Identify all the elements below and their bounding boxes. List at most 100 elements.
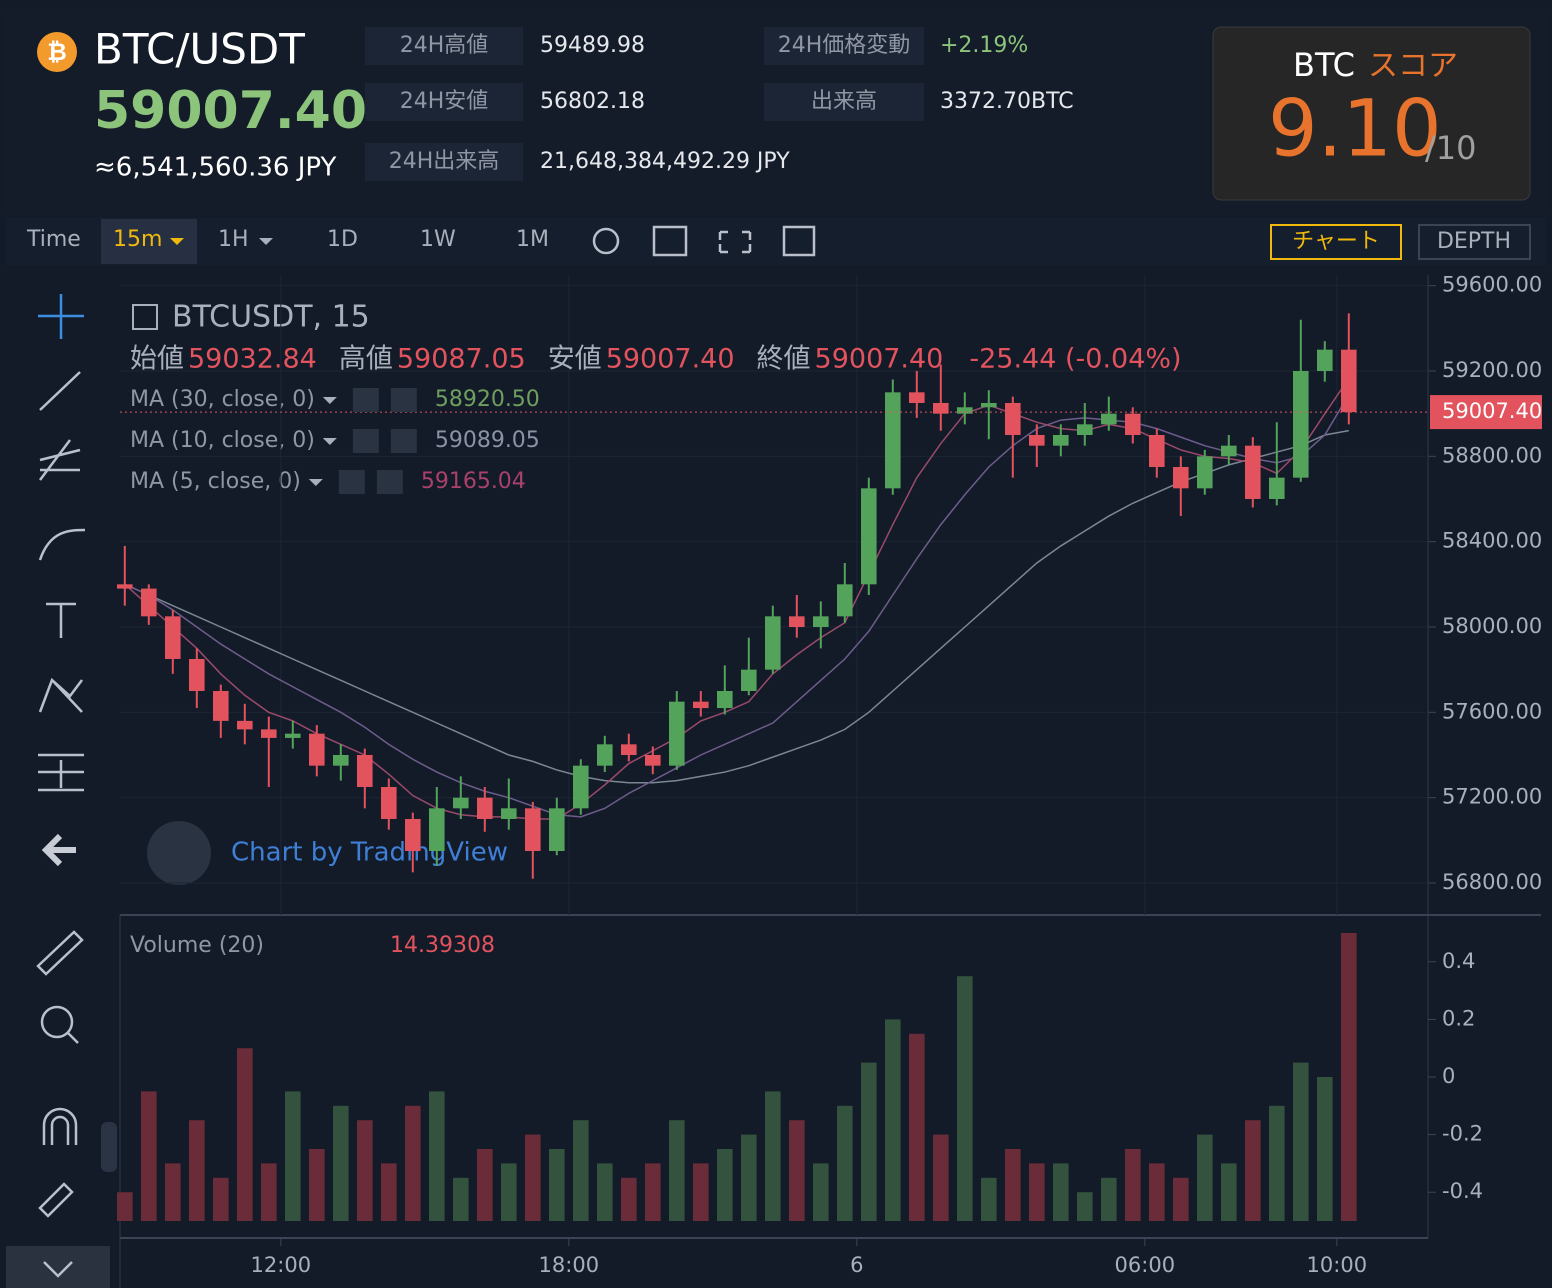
collapse-legend[interactable] [132, 304, 158, 330]
ma-remove[interactable] [390, 388, 417, 412]
candle-body [573, 765, 589, 809]
interval[interactable]: 1H [218, 227, 249, 252]
ruler-tool[interactable] [36, 930, 84, 976]
volume-bar [981, 1177, 997, 1221]
stat-value: 56802.18 [540, 89, 645, 114]
magnet-tool[interactable] [42, 1107, 78, 1145]
candle-body [117, 584, 133, 589]
volume-bar [237, 1048, 253, 1221]
candle-body [693, 701, 709, 709]
toolbar-time: Time [26, 227, 81, 252]
volume-bar [501, 1163, 517, 1221]
volume-bar [549, 1149, 565, 1221]
volume-bar [477, 1149, 493, 1221]
volume-value: 14.39308 [390, 933, 495, 958]
candle-body [741, 669, 757, 691]
y-tick-label: 58400.00 [1442, 529, 1542, 553]
candle-body [1077, 424, 1093, 435]
caret [308, 479, 323, 486]
line-tool[interactable] [39, 371, 81, 411]
y-tick-label: 0.4 [1442, 949, 1475, 973]
y-tick-label: 59600.00 [1442, 273, 1542, 297]
volume-bar [861, 1062, 877, 1221]
ma-name: MA (5, close, 0) [130, 469, 301, 494]
ma-value: 59089.05 [435, 428, 540, 453]
interval[interactable]: 1W [420, 227, 456, 252]
interval[interactable]: 1M [516, 227, 549, 252]
volume-bar [669, 1120, 685, 1221]
ma-remove[interactable] [390, 429, 417, 453]
measure-tool[interactable] [38, 753, 84, 792]
candle-body [141, 588, 157, 617]
candle-body [669, 701, 685, 766]
ohlc-label: 始値 [130, 344, 184, 375]
ma-settings[interactable] [338, 470, 365, 494]
ma-settings[interactable] [352, 388, 379, 412]
change-label: -25.44 (-0.04%) [969, 344, 1181, 375]
y-tick-label: -0.2 [1442, 1122, 1483, 1146]
back-tool[interactable] [41, 833, 76, 867]
ma-name: MA (10, close, 0) [130, 428, 315, 453]
save-icon[interactable] [782, 225, 816, 257]
candle-body [909, 392, 925, 403]
volume-bar [837, 1105, 853, 1221]
candle-body [189, 659, 205, 691]
candle-body [261, 729, 277, 738]
x-tick-label: 18:00 [539, 1253, 600, 1277]
pattern-tool[interactable] [38, 677, 83, 713]
ma-remove[interactable] [376, 470, 403, 494]
candle-body [381, 787, 397, 819]
volume-bar [453, 1177, 469, 1221]
ma-value: 59165.04 [421, 469, 526, 494]
stat-label: 24H安値 [400, 89, 489, 114]
x-tick-label: 6 [850, 1253, 863, 1277]
fib-tool[interactable] [39, 439, 81, 481]
score-coin: BTC [1293, 46, 1355, 84]
interval[interactable]: 15m [113, 227, 162, 252]
lock-tool[interactable] [38, 1182, 74, 1218]
chart-button-label: チャート [1292, 229, 1380, 254]
fullscreen-icon[interactable] [718, 230, 752, 254]
candle-body [1101, 413, 1117, 425]
ma-settings[interactable] [352, 429, 379, 453]
candle-body [477, 797, 493, 819]
y-tick-label: 58800.00 [1442, 443, 1542, 467]
volume-bar [333, 1105, 349, 1221]
ohlc-label: 高値 [339, 344, 393, 375]
text-tool[interactable] [46, 602, 76, 638]
collapse-button[interactable] [6, 1246, 110, 1288]
last-price-box [1430, 395, 1542, 430]
price-jpy: ≈6,541,560.36 JPY [94, 153, 336, 183]
stat-label-box [365, 27, 523, 65]
candle-body [645, 755, 661, 766]
chart-button[interactable] [1270, 224, 1402, 260]
brush-tool[interactable] [38, 528, 86, 561]
x-tick-label: 12:00 [251, 1253, 312, 1277]
side-handle[interactable] [101, 1122, 117, 1172]
volume-bar [813, 1163, 829, 1221]
volume-bar [117, 1192, 133, 1221]
depth-button[interactable] [1418, 224, 1531, 260]
settings-icon[interactable] [592, 227, 620, 255]
y-tick-label: 57200.00 [1442, 785, 1542, 809]
volume-bar [381, 1163, 397, 1221]
volume-bar [1317, 1077, 1333, 1221]
candle-body [1053, 435, 1069, 446]
ohlc-value: 59007.40 [606, 344, 735, 375]
candle-body [1269, 477, 1285, 499]
candle-body [357, 755, 373, 787]
candle-body [237, 720, 253, 730]
volume-bar [213, 1177, 229, 1221]
zoom-tool[interactable] [40, 1005, 74, 1039]
ma-line [124, 394, 1350, 818]
indicator-icon[interactable] [652, 225, 688, 257]
btc-icon [37, 32, 77, 72]
volume-bar [309, 1149, 325, 1221]
ohlc-value: 59087.05 [397, 344, 526, 375]
crosshair-tool[interactable] [38, 294, 84, 339]
candle-body [1221, 445, 1237, 457]
interval[interactable]: 1D [327, 227, 358, 252]
y-tick-label: 56800.00 [1442, 870, 1542, 894]
candle-body [1341, 349, 1357, 413]
